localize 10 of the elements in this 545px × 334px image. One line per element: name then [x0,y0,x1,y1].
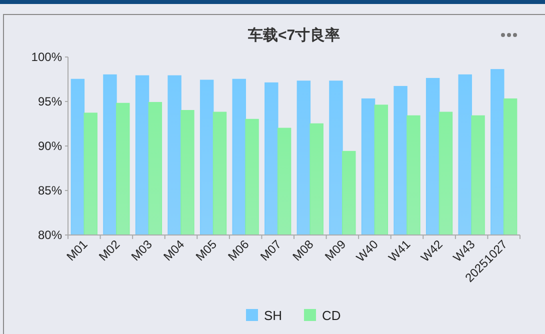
y-tick-label: 85% [38,184,62,198]
x-tick-label: W41 [386,237,414,265]
legend-label: CD [322,308,341,323]
y-tick-label: 95% [38,94,62,108]
x-tick-label: M01 [64,236,90,264]
legend-label: SH [264,308,282,323]
chart-title: 车载<7寸良率 [246,26,340,44]
y-tick-label: 80% [38,228,62,242]
y-tick-label: 90% [38,139,62,153]
y-tick-label: 100% [31,50,62,64]
